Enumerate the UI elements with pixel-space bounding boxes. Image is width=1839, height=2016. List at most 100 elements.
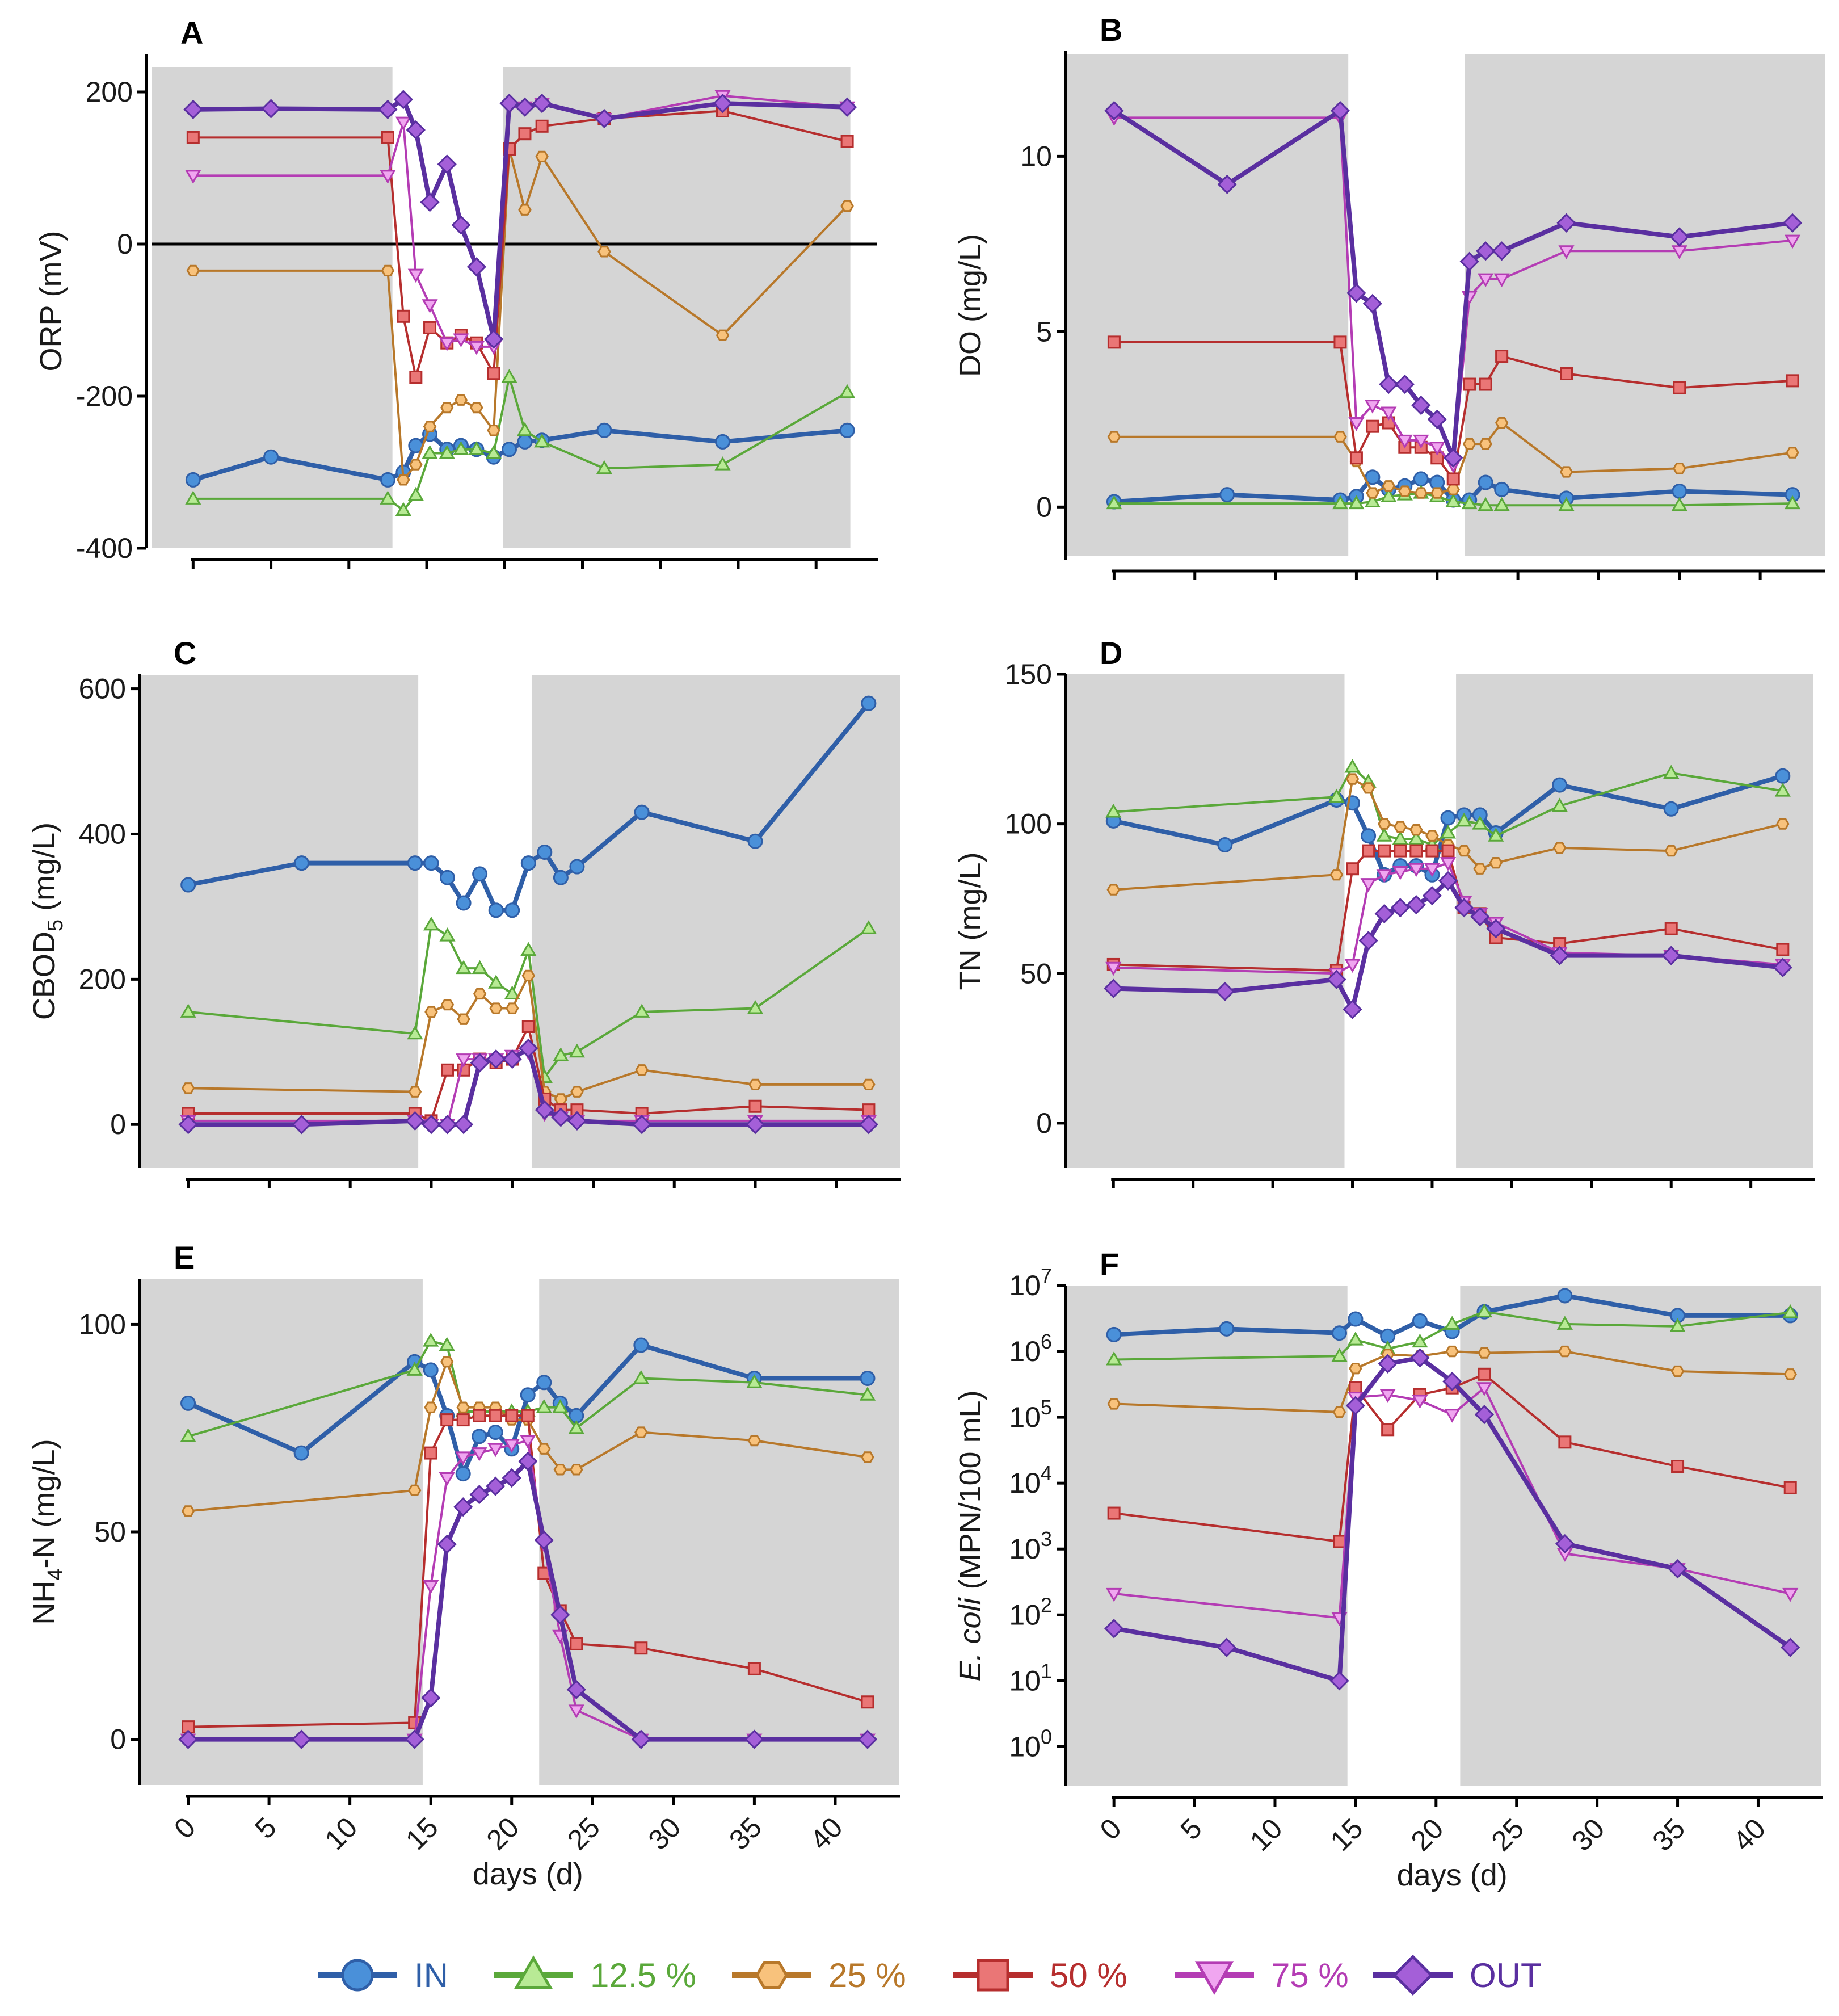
legend: IN 12.5 % 25 % 50 % 75 % OUT [318,1954,1542,1996]
data-point [381,264,395,277]
y-tick-label: -200 [76,380,133,412]
data-point [451,215,471,235]
data-point [1444,1316,1461,1330]
data-point [1440,857,1457,871]
data-point [1396,434,1413,449]
data-point [486,1476,506,1496]
data-point [1366,419,1379,433]
data-point [1783,1481,1797,1494]
legend-item-out: OUT [1373,1954,1542,1996]
data-point [596,422,612,438]
data-point [1394,821,1407,833]
series-line-in [1113,774,1783,877]
series-out [183,90,857,349]
legend-item-p50: 50 % [953,1956,1127,1994]
data-point [570,1086,584,1098]
data-point [1107,1398,1121,1410]
data-point [486,1049,506,1069]
tick-exponent: 7 [1041,1264,1052,1287]
tick-exponent: 5 [1041,1396,1052,1419]
legend-marker [514,1955,553,1989]
y-tick-label: 50 [94,1516,126,1548]
legend-marker [1392,1954,1434,1996]
data-point [1558,497,1575,511]
data-point [518,1451,538,1471]
data-point [439,1337,455,1351]
panel-b: 0 5 10 B DO (mg/L) [953,12,1825,580]
data-point [406,120,426,140]
tick-exponent: 1 [1041,1659,1052,1682]
x-axis-title: days (d) [473,1857,583,1891]
data-point [1328,788,1345,803]
data-point [437,1115,457,1135]
data-point [1492,241,1512,261]
data-point [1478,497,1494,511]
data-point [747,1000,764,1014]
data-point [1412,1395,1428,1409]
data-point [553,1047,569,1061]
data-point [1476,1303,1493,1318]
data-point [633,1370,649,1384]
tick-exponent: 2 [1041,1593,1052,1616]
data-point [1461,495,1478,510]
data-point [487,1425,503,1440]
data-point [632,1115,652,1135]
y-tick-label: 100 [79,1308,126,1340]
data-point [294,855,310,871]
data-point [472,1429,487,1444]
x-tick-label: 15 [1324,1812,1369,1857]
data-point [488,975,504,989]
x-tick-label: 20 [1405,1812,1450,1857]
data-point [1414,487,1428,499]
shaded-region [152,67,393,548]
y-tick-label: 101 [1009,1659,1052,1696]
data-point [516,422,533,436]
data-point [502,1468,521,1488]
data-point [1782,213,1803,233]
shaded-region [531,675,900,1168]
data-point [1374,904,1394,923]
data-point [1668,1559,1687,1579]
data-point [505,1409,519,1422]
data-point [483,329,504,349]
data-point [1444,1409,1461,1423]
legend-item-in: IN [318,1956,448,1994]
tick-exponent: 6 [1041,1330,1052,1353]
data-point [405,1111,425,1131]
y-tick-label: 100 [1009,1725,1052,1762]
series-in [1106,469,1800,510]
data-point [489,1002,503,1014]
data-point [505,1002,519,1014]
data-point [1782,1587,1799,1602]
data-point [535,150,549,163]
panel-letter: C [174,635,196,671]
series-p50 [182,1409,874,1734]
series-p125 [185,368,856,516]
data-point [1406,894,1426,915]
data-point [423,855,439,871]
series-out [1104,1348,1800,1691]
data-point [537,844,553,860]
data-point [1343,999,1362,1019]
y-tick-label: 0 [1036,491,1052,523]
data-point [440,401,454,414]
data-point [1444,448,1463,468]
data-point [1398,485,1412,497]
tick-base: 10 [1009,1665,1041,1696]
data-point [405,1729,424,1749]
tick-exponent: 4 [1041,1461,1052,1485]
data-point [1422,886,1442,906]
y-tick-label: -400 [76,532,133,564]
data-point [518,127,532,141]
data-point [1493,497,1510,511]
y-axis-title: CBOD5 (mg/L) [27,822,68,1020]
data-point [1408,830,1424,845]
shaded-region [1067,54,1349,556]
x-tick-label: 5 [1175,1812,1208,1846]
data-point [422,299,438,313]
series-p25 [186,143,854,486]
data-point [1558,245,1575,259]
data-point [1376,869,1392,883]
data-point [570,1464,583,1476]
